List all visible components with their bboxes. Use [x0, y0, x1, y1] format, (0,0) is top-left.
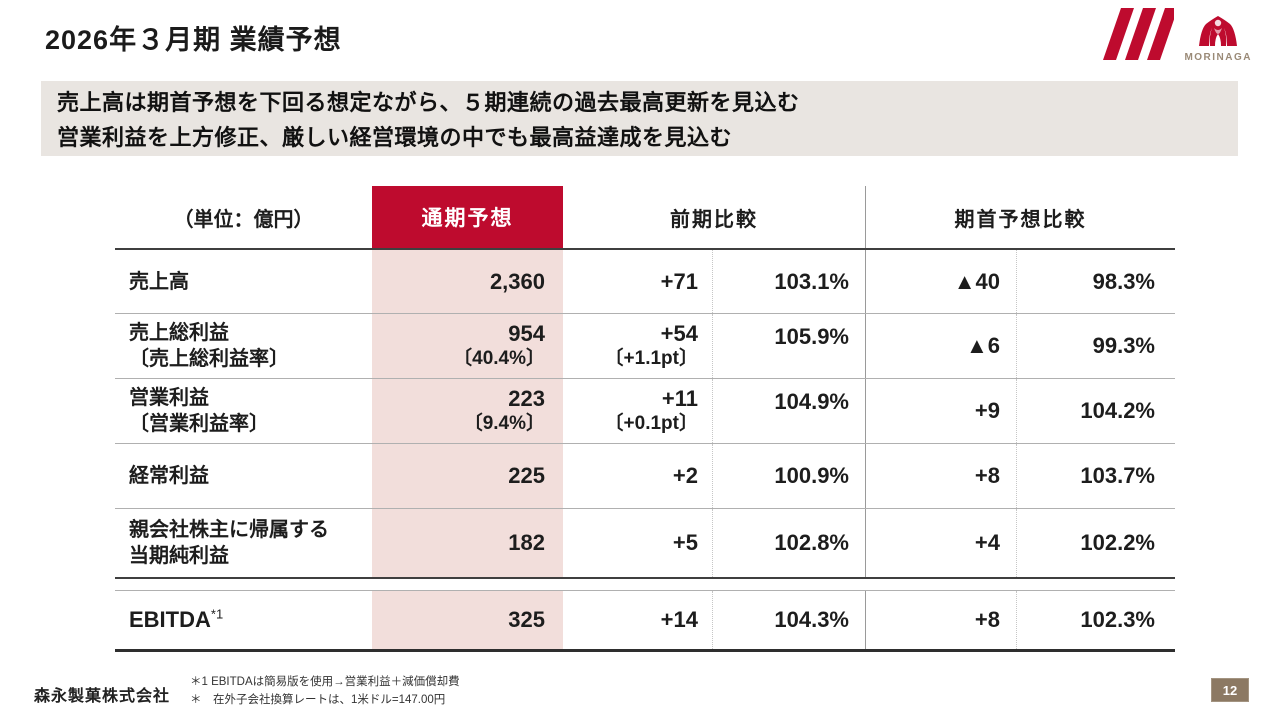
initial-diff-value: +9: [974, 398, 1000, 424]
company-logotype: 森永製菓株式会社: [34, 688, 171, 705]
initial-pct-value: 102.2%: [1080, 530, 1155, 556]
key-message-line-2: 営業利益を上方修正、厳しい経営環境の中でも最高益達成を見込む: [57, 125, 733, 150]
row-label: EBITDA*1: [129, 606, 224, 632]
initial-pct-value: 99.3%: [1092, 333, 1155, 359]
initial-comparison-header-cell: 期首予想比較: [865, 186, 1175, 248]
morinaga-angel-emblem-icon: [1199, 16, 1238, 46]
footnotes: ＊1 EBITDAは簡易版を使用→営業利益＋減価償却費 ＊ 在外子会社換算レート…: [190, 673, 460, 710]
yoy-header-cell: 前期比較: [670, 208, 758, 231]
forecast-sub-value: 〔40.4%〕: [453, 348, 545, 370]
page-title: 2026年３月期 業績予想: [45, 25, 342, 55]
yoy-pct-value: 104.9%: [774, 389, 849, 414]
yoy-diff-value: +14: [660, 607, 698, 633]
unit-header-cell: （単位：億円）: [173, 208, 314, 231]
forecast-value: 223: [508, 385, 545, 411]
forecast-header-cell: 通期予想: [372, 186, 563, 248]
forecast-value: 2,360: [489, 268, 545, 294]
morinaga-logo: MORINAGA: [1102, 6, 1252, 63]
table-section-gap: [115, 579, 1175, 590]
forecast-value: 954: [508, 320, 545, 346]
table-row-net-income: 親会社株主に帰属する 当期純利益 182 +5 102.8% +4 102.2%: [115, 509, 1175, 579]
initial-diff-value: ▲40: [953, 268, 1000, 294]
forecast-sub-value: 〔9.4%〕: [463, 413, 545, 435]
table-row-net-sales: 売上高 2,360 +71 103.1% ▲40 98.3%: [115, 250, 1175, 314]
table-header-row: （単位：億円） 通期予想 前期比較 期首予想比較: [115, 186, 1175, 250]
table-row-ordinary-profit: 経常利益 225 +2 100.9% +8 103.7%: [115, 444, 1175, 509]
yoy-pct-value: 100.9%: [774, 463, 849, 489]
initial-pct-value: 103.7%: [1080, 463, 1155, 489]
row-label-2: 〔売上総利益率〕: [129, 348, 289, 370]
forecast-table: （単位：億円） 通期予想 前期比較 期首予想比較 売上高 2,360 +71 1…: [115, 186, 1175, 652]
morinaga-stripes-icon: [1103, 8, 1175, 60]
initial-pct-value: 102.3%: [1080, 607, 1155, 633]
row-label: 親会社株主に帰属する: [129, 519, 329, 541]
footnote-1: ＊1 EBITDAは簡易版を使用→営業利益＋減価償却費: [190, 676, 460, 688]
page-number: 12: [1222, 682, 1238, 698]
table-row-ebitda: EBITDA*1 325 +14 104.3% +8 102.3%: [115, 590, 1175, 652]
row-label-2: 〔営業利益率〕: [129, 413, 269, 435]
initial-diff-value: +8: [974, 463, 1000, 489]
row-label: 営業利益: [129, 387, 209, 409]
page-number-badge: 12: [1211, 678, 1249, 702]
key-message-line-1: 売上高は期首予想を下回る想定ながら、５期連続の過去最高更新を見込む: [57, 90, 800, 115]
table-row-gross-profit: 売上総利益 〔売上総利益率〕 954 〔40.4%〕 +54 〔+1.1pt〕 …: [115, 314, 1175, 379]
morinaga-wordmark: MORINAGA: [1184, 52, 1252, 63]
yoy-diff-sub-value: 〔+1.1pt〕: [604, 348, 698, 370]
forecast-value: 325: [508, 607, 545, 633]
yoy-pct-value: 102.8%: [774, 530, 849, 556]
yoy-diff-value: +2: [672, 463, 698, 489]
yoy-diff-value: +11: [661, 385, 698, 411]
yoy-pct-value: 104.3%: [774, 607, 849, 633]
initial-pct-value: 104.2%: [1080, 398, 1155, 424]
row-label: 経常利益: [129, 465, 209, 487]
forecast-value: 182: [508, 530, 545, 556]
row-label: 売上高: [129, 270, 189, 293]
key-message-box: 売上高は期首予想を下回る想定ながら、５期連続の過去最高更新を見込む 営業利益を上…: [41, 81, 1238, 156]
initial-diff-value: +4: [974, 530, 1000, 556]
yoy-diff-sub-value: 〔+0.1pt〕: [604, 413, 698, 435]
row-label: 売上総利益: [129, 322, 229, 344]
yoy-diff-value: +5: [672, 530, 698, 556]
initial-diff-value: ▲6: [965, 333, 1000, 359]
forecast-value: 225: [508, 463, 545, 489]
yoy-pct-value: 105.9%: [774, 324, 849, 349]
row-label-2: 当期純利益: [129, 545, 229, 567]
yoy-pct-value: 103.1%: [774, 268, 849, 294]
yoy-diff-value: +54: [660, 320, 698, 346]
yoy-diff-value: +71: [660, 268, 698, 294]
footnote-2: ＊ 在外子会社換算レートは、1米ドル=147.00円: [190, 694, 446, 707]
initial-pct-value: 98.3%: [1092, 268, 1155, 294]
footnote-ref: *1: [210, 606, 224, 622]
table-row-operating-profit: 営業利益 〔営業利益率〕 223 〔9.4%〕 +11 〔+0.1pt〕 104…: [115, 379, 1175, 444]
initial-diff-value: +8: [974, 607, 1000, 633]
